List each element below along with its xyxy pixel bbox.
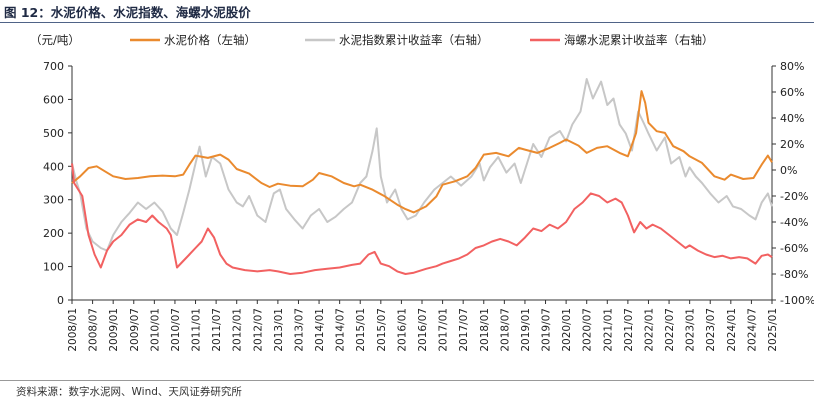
x-tick-label: 2013/07 — [293, 308, 305, 352]
line-chart: 0 100 200 300 400 500 600 700 -100% -80% -60% -40% -… — [30, 33, 814, 352]
x-tick-label: 2012/01 — [232, 308, 244, 352]
y-tick-left-label: 500 — [43, 127, 64, 140]
x-tick-label: 2018/07 — [499, 308, 511, 352]
x-tick-label: 2010/01 — [149, 308, 161, 352]
x-tick-label: 2010/07 — [170, 308, 182, 352]
y-tick-left-label: 400 — [43, 160, 64, 173]
x-tick-label: 2022/01 — [643, 308, 655, 352]
legend-label-1: 水泥指数累计收益率（右轴） — [339, 33, 489, 47]
x-tick-label: 2015/07 — [376, 308, 388, 352]
x-tick-label: 2024/01 — [726, 308, 738, 352]
x-tick-label: 2020/07 — [582, 308, 594, 352]
y-tick-right-label: 80% — [780, 60, 804, 73]
y-tick-right-label: -60% — [780, 242, 808, 255]
y-tick-right-label: 20% — [780, 138, 804, 151]
y-tick-right-label: 40% — [780, 112, 804, 125]
x-tick-label: 2011/01 — [191, 308, 203, 352]
series-line-1 — [71, 78, 773, 252]
x-tick-label: 2017/01 — [438, 308, 450, 352]
y-tick-right-label: -20% — [780, 190, 808, 203]
x-tick-label: 2021/01 — [602, 308, 614, 352]
y-tick-left-label: 100 — [43, 261, 64, 274]
x-tick-label: 2014/01 — [314, 308, 326, 352]
y-tick-left-label: 700 — [43, 60, 64, 73]
legend-label-0: 水泥价格（左轴） — [164, 33, 256, 47]
series-line-2 — [71, 163, 773, 275]
source-note: 资料来源：数字水泥网、Wind、天风证券研究所 — [16, 386, 242, 398]
source-divider — [0, 380, 814, 381]
x-tick-label: 2017/07 — [458, 308, 470, 352]
series-line-0 — [71, 90, 773, 214]
chart-title: 图 12：水泥价格、水泥指数、海螺水泥股价 — [4, 5, 251, 20]
y-tick-right-label: -40% — [780, 216, 808, 229]
legend-label-2: 海螺水泥累计收益率（右轴） — [564, 33, 714, 47]
x-tick-label: 2024/07 — [746, 308, 758, 352]
x-tick-label: 2016/01 — [396, 308, 408, 352]
title-divider — [0, 22, 814, 23]
x-tick-label: 2011/07 — [211, 308, 223, 352]
series-lines — [71, 78, 773, 275]
x-tick-label: 2008/07 — [88, 308, 100, 352]
axes: 0 100 200 300 400 500 600 700 -100% -80% -60% -40% -… — [43, 60, 814, 352]
x-tick-label: 2013/01 — [273, 308, 285, 352]
x-tick-label: 2018/01 — [479, 308, 491, 352]
x-tick-label: 2021/07 — [623, 308, 635, 352]
y-tick-left-label: 0 — [57, 294, 64, 307]
x-tick-label: 2009/07 — [129, 308, 141, 352]
y-axis-label-left: （元/吨） — [30, 33, 80, 47]
y-tick-right-label: -100% — [780, 294, 814, 307]
x-tick-label: 2022/07 — [664, 308, 676, 352]
y-tick-left-label: 300 — [43, 194, 64, 207]
y-tick-left-label: 600 — [43, 93, 64, 106]
y-tick-right-label: 0% — [780, 164, 797, 177]
y-tick-right-label: -80% — [780, 268, 808, 281]
x-tick-label: 2023/07 — [705, 308, 717, 352]
x-tick-label: 2014/07 — [335, 308, 347, 352]
y-tick-right-label: 60% — [780, 86, 804, 99]
x-tick-label: 2009/01 — [108, 308, 120, 352]
x-tick-label: 2020/01 — [561, 308, 573, 352]
x-tick-label: 2025/01 — [767, 308, 779, 352]
x-tick-label: 2012/07 — [252, 308, 264, 352]
x-tick-label: 2019/07 — [541, 308, 553, 352]
legend: 水泥价格（左轴） 水泥指数累计收益率（右轴） 海螺水泥累计收益率（右轴） — [130, 33, 714, 47]
x-tick-label: 2019/01 — [520, 308, 532, 352]
x-tick-label: 2023/01 — [685, 308, 697, 352]
x-tick-label: 2015/01 — [355, 308, 367, 352]
x-tick-label: 2008/01 — [67, 308, 79, 352]
x-tick-label: 2016/07 — [417, 308, 429, 352]
y-tick-left-label: 200 — [43, 227, 64, 240]
